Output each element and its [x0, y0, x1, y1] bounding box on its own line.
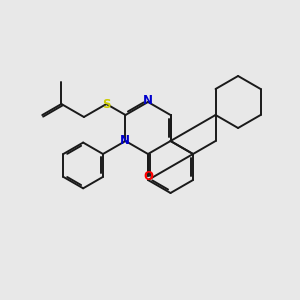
Text: S: S	[102, 98, 111, 110]
Text: N: N	[119, 134, 130, 148]
Text: O: O	[143, 170, 153, 184]
Text: N: N	[143, 94, 153, 107]
